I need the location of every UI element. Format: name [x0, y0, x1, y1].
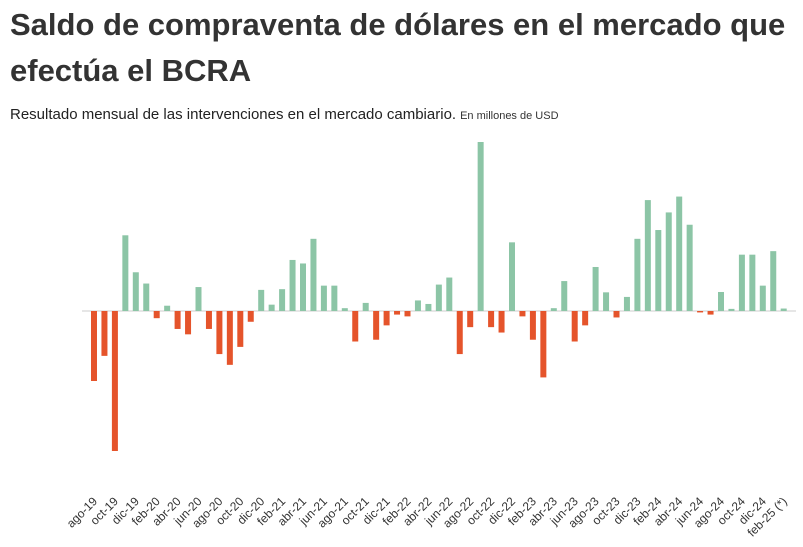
bar-jun-20 [195, 287, 202, 311]
chart-title: Saldo de compraventa de dólares en el me… [10, 7, 786, 88]
bar-dic-22 [509, 242, 515, 311]
bar-jun-24 [697, 311, 704, 313]
bar-may-21 [310, 238, 317, 311]
bar-dic-19 [132, 272, 139, 311]
bar-abr-22 [425, 303, 432, 311]
bar-oct-23 [613, 311, 620, 318]
bar-dic-23 [634, 238, 641, 311]
bar-mar-23 [540, 311, 547, 378]
chart-subtitle: Resultado mensual de las intervenciones … [10, 106, 559, 123]
bar-nov-23 [623, 296, 630, 311]
bar-nov-24 [749, 254, 756, 311]
unit-note: En millones de USD [460, 110, 559, 122]
bar-jul-20 [205, 311, 212, 329]
bar-ene-21 [268, 304, 275, 311]
subtitle-text: Resultado mensual de las intervenciones … [10, 106, 457, 123]
bar-jul-21 [331, 285, 338, 311]
bar-oct-20 [237, 311, 244, 347]
bar-nov-21 [373, 311, 380, 340]
bar-may-23 [561, 281, 568, 311]
bar-sep-24 [728, 308, 735, 311]
bar-feb-20 [153, 311, 160, 319]
bar-feb-24 [655, 230, 662, 311]
bar-ago-24 [718, 291, 724, 311]
bar-dic-24 [759, 285, 766, 311]
bar-mar-20 [164, 305, 171, 311]
bar-oct-24 [738, 254, 745, 311]
bar-nov-22 [498, 311, 505, 333]
bar-dic-21 [383, 311, 390, 326]
bar-oct-22 [488, 311, 495, 328]
bar-jun-22 [446, 277, 453, 311]
bar-nov-19 [122, 235, 129, 311]
bar-ago-21 [341, 308, 348, 311]
bar-ago-20 [216, 311, 223, 355]
bar-jul-24 [707, 311, 714, 315]
bar-mar-21 [289, 259, 296, 311]
bar-jun-23 [571, 311, 578, 342]
bar-abr-23 [550, 308, 557, 311]
bar-ene-23 [519, 311, 526, 317]
bar-nov-20 [247, 311, 254, 322]
bar-feb-21 [279, 289, 286, 311]
bar-mar-24 [665, 212, 672, 311]
bar-ago-23 [592, 266, 599, 311]
bar-jul-23 [582, 311, 589, 326]
bar-abr-21 [300, 263, 306, 311]
bar-oct-19 [111, 311, 118, 451]
bar-sep-21 [352, 311, 359, 342]
bar-jun-21 [320, 285, 327, 311]
bar-sep-20 [226, 311, 233, 365]
bar-mar-22 [414, 300, 421, 311]
bar-ene-20 [143, 283, 150, 311]
bar-sep-19 [101, 311, 108, 356]
bar-ago-19 [91, 311, 97, 381]
bar-sep-22 [477, 142, 484, 311]
bar-dic-20 [258, 289, 265, 312]
bar-may-22 [435, 284, 442, 311]
bar-may-20 [185, 311, 192, 335]
bar-feb-22 [404, 311, 411, 317]
bar-ene-24 [644, 200, 651, 311]
bar-abr-20 [174, 311, 181, 329]
bar-feb-23 [529, 311, 536, 340]
bar-sep-23 [603, 292, 610, 311]
bar-ago-22 [467, 311, 474, 328]
bar-abr-24 [676, 196, 683, 311]
bar-ene-25 [770, 251, 777, 311]
bar-ene-22 [394, 311, 401, 315]
bar-may-24 [686, 224, 693, 311]
bar-oct-21 [362, 302, 369, 311]
bar-feb-25 (*) [780, 308, 787, 311]
bar-jul-22 [456, 311, 463, 355]
